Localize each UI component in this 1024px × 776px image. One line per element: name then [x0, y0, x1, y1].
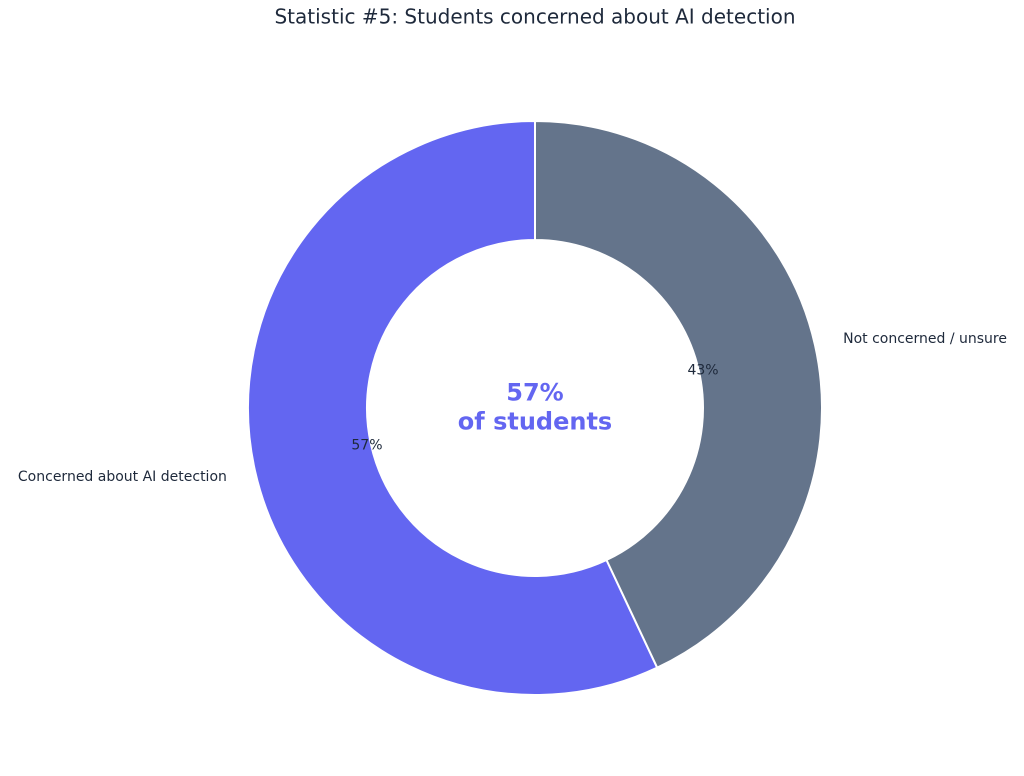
center-text: of students [458, 408, 612, 436]
donut-slice [534, 119, 823, 670]
slice-label: Not concerned / unsure [843, 331, 1007, 347]
donut-slice [246, 119, 659, 696]
percent-label: 57% [351, 438, 382, 454]
center-text: 57% [506, 379, 563, 407]
percent-label: 43% [687, 362, 718, 378]
slice-label: Concerned about AI detection [18, 469, 227, 485]
chart-title: Statistic #5: Students concerned about A… [274, 5, 795, 29]
